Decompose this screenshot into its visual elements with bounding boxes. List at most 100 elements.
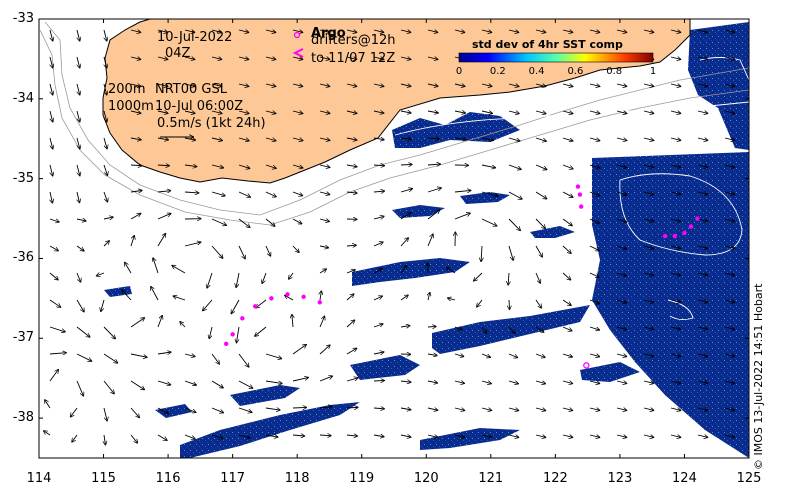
current-arrow [265, 138, 276, 141]
current-arrow [400, 164, 412, 165]
current-arrow [203, 299, 213, 310]
current-arrow [292, 218, 302, 224]
x-tick-label: 122 [542, 471, 568, 486]
current-arrow [373, 435, 384, 437]
current-arrow [319, 219, 329, 221]
current-arrow [697, 327, 707, 329]
current-arrow [130, 380, 144, 389]
current-arrow [400, 30, 410, 32]
current-arrow [508, 272, 509, 285]
current-arrow [643, 327, 653, 329]
current-arrow [427, 57, 437, 59]
current-arrow [184, 30, 194, 32]
contour-200-label: 200m [108, 82, 146, 97]
current-arrow [211, 111, 222, 113]
current-arrow [697, 111, 707, 113]
current-arrow [262, 272, 267, 283]
argo-legend-label: Argo [311, 26, 346, 41]
current-arrow [481, 164, 495, 168]
current-arrow [292, 378, 308, 382]
current-arrow [373, 296, 382, 301]
current-arrow [211, 164, 223, 168]
current-arrow [427, 408, 437, 410]
current-arrow [481, 245, 482, 261]
current-arrow [481, 381, 491, 384]
current-arrow [346, 165, 357, 167]
current-arrow [508, 326, 515, 333]
current-arrow [454, 84, 465, 86]
current-arrow [428, 293, 430, 301]
current-arrow [508, 435, 518, 437]
drifter-position [301, 294, 306, 299]
current-arrow [157, 84, 167, 86]
current-arrow [562, 299, 571, 305]
current-arrow [157, 138, 168, 140]
current-arrow [670, 435, 680, 437]
current-arrow [400, 238, 408, 247]
current-arrow [373, 138, 384, 140]
current-arrow [373, 408, 384, 409]
x-tick-label: 117 [220, 471, 246, 486]
current-arrow [184, 407, 196, 412]
current-arrow [130, 165, 141, 166]
current-arrow [535, 408, 545, 410]
current-arrow [76, 219, 86, 221]
current-arrow [256, 299, 267, 308]
current-arrow [454, 213, 470, 220]
plot-frame [38, 18, 750, 459]
current-arrow [45, 400, 51, 409]
current-arrow [535, 137, 546, 141]
current-arrow [130, 111, 141, 113]
current-arrow [265, 191, 276, 197]
current-arrow [238, 245, 245, 258]
current-arrow [292, 245, 299, 252]
colorbar-tick-label: 1 [649, 66, 657, 77]
isobath-contours [39, 21, 749, 226]
current-arrow [447, 267, 456, 274]
current-arrow [184, 354, 195, 356]
date-label: 10-Jul-2022 [157, 30, 233, 45]
drifter-tracks [223, 184, 700, 347]
current-arrow [535, 111, 546, 114]
current-arrow [616, 245, 626, 249]
x-tick-label: 125 [736, 471, 762, 486]
current-arrow [562, 137, 573, 141]
current-arrow [103, 29, 107, 41]
current-arrow [130, 30, 140, 32]
current-arrow [103, 110, 107, 122]
current-arrow [103, 380, 114, 394]
current-arrow [643, 30, 653, 32]
current-arrow [103, 83, 107, 95]
current-arrow [643, 84, 653, 86]
current-arrow [76, 164, 80, 175]
current-arrow [508, 137, 520, 141]
current-arrow [265, 245, 270, 256]
current-arrow [724, 435, 734, 437]
current-arrow [49, 218, 59, 222]
current-arrow [589, 326, 599, 330]
current-arrow [589, 111, 599, 113]
current-arrow [319, 138, 329, 140]
current-arrow [373, 380, 384, 381]
current-arrow [265, 164, 276, 168]
current-arrow [49, 272, 58, 280]
current-arrow [589, 272, 599, 277]
current-arrow [724, 30, 734, 32]
current-arrow [265, 84, 275, 86]
contour-1000-label: 1000m [108, 99, 154, 114]
y-tick-label: -38 [12, 410, 34, 426]
current-arrow [130, 434, 137, 443]
current-arrow [373, 242, 383, 247]
current-arrow [454, 111, 465, 113]
current-arrow [153, 258, 159, 274]
current-arrow [724, 273, 734, 275]
current-arrow [319, 57, 329, 59]
current-arrow [44, 431, 51, 436]
current-arrow [292, 435, 304, 436]
current-arrow [427, 84, 438, 86]
current-arrow [724, 300, 734, 302]
current-arrow [346, 30, 356, 32]
current-arrow [373, 30, 383, 32]
current-arrow [643, 165, 653, 167]
current-arrow [724, 192, 734, 194]
